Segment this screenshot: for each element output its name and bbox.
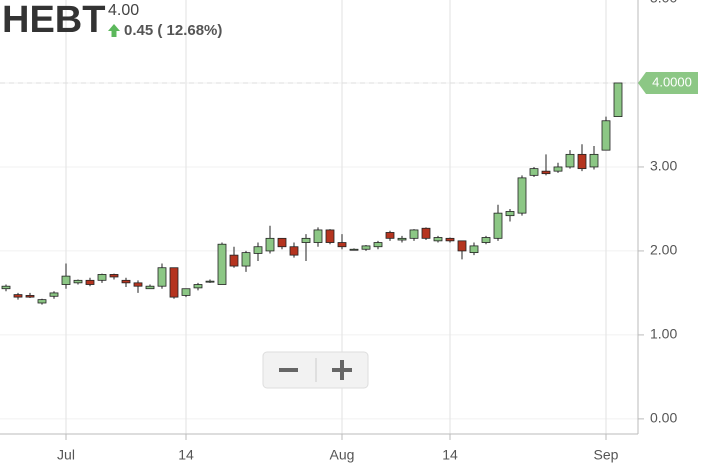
candle-body xyxy=(481,237,491,243)
candle-body xyxy=(589,153,599,168)
candle-body xyxy=(493,212,503,239)
last-price-label: 4.0000 xyxy=(652,74,692,89)
candle-body xyxy=(325,229,335,243)
candle-body xyxy=(61,275,71,285)
y-tick-label: 3.00 xyxy=(650,158,677,174)
candle-body xyxy=(133,282,143,287)
candle-body xyxy=(337,242,347,248)
candle-body xyxy=(397,237,407,241)
y-tick-label: 0.00 xyxy=(650,410,677,426)
candle-body xyxy=(433,237,443,242)
last-price-tag xyxy=(638,71,698,94)
candle-body xyxy=(73,279,83,284)
y-tick-label: 5.00 xyxy=(650,0,677,6)
candle-body xyxy=(1,285,11,290)
up-arrow xyxy=(108,24,120,37)
zoom-in-button[interactable] xyxy=(332,360,352,380)
x-tick-label: 14 xyxy=(442,447,458,463)
candle-body xyxy=(169,267,179,298)
x-tick-label: Sep xyxy=(594,447,619,463)
candle-body xyxy=(205,280,215,283)
grid xyxy=(0,0,638,434)
candle-body xyxy=(229,254,239,267)
zoom-out-button[interactable] xyxy=(279,368,298,372)
candle-body xyxy=(241,252,251,267)
y-tick-label: 2.00 xyxy=(650,242,677,258)
x-tick-label: Jul xyxy=(57,447,75,463)
symbol: HEBT xyxy=(2,0,105,41)
candle-body xyxy=(277,237,287,248)
candle-body xyxy=(361,245,371,250)
candle-body xyxy=(553,166,563,172)
candle-body xyxy=(265,237,275,252)
candle-body xyxy=(121,279,131,284)
candle-body xyxy=(109,274,119,278)
candle-body xyxy=(577,153,587,170)
candle-body xyxy=(445,237,455,242)
candle-body xyxy=(541,170,551,175)
candle-body xyxy=(613,82,623,117)
zoom-control xyxy=(262,351,369,389)
candle-body xyxy=(253,246,263,254)
candle-body xyxy=(409,229,419,239)
x-tick-label: Aug xyxy=(330,447,355,463)
candle-body xyxy=(457,240,467,252)
candle-body xyxy=(181,288,191,296)
candle-body xyxy=(145,285,155,290)
candle-body xyxy=(217,243,227,285)
candle-body xyxy=(373,242,383,248)
candle-body xyxy=(565,153,575,168)
candle-body xyxy=(97,274,107,281)
candle-body xyxy=(157,267,167,287)
candle-body xyxy=(13,294,23,298)
candle-body xyxy=(601,120,611,151)
candles xyxy=(1,82,623,305)
candle-body xyxy=(49,292,59,297)
candle-body xyxy=(505,211,515,217)
candle-body xyxy=(421,227,431,239)
x-tick-label: 14 xyxy=(178,447,194,463)
candle-body xyxy=(349,248,359,251)
candle-body xyxy=(25,295,35,298)
price: 4.00 xyxy=(108,2,139,19)
candle-body xyxy=(529,168,539,176)
candle-body xyxy=(313,229,323,243)
candle-body xyxy=(85,279,95,285)
candle-body xyxy=(517,177,527,214)
price-change: 0.45 ( 12.68%) xyxy=(124,22,222,39)
candle-body xyxy=(301,237,311,243)
candle-body xyxy=(37,299,47,304)
y-tick-label: 1.00 xyxy=(650,326,677,342)
candle-body xyxy=(193,284,203,289)
candle-body xyxy=(289,246,299,256)
candle-body xyxy=(469,245,479,254)
candle-body xyxy=(385,232,395,239)
